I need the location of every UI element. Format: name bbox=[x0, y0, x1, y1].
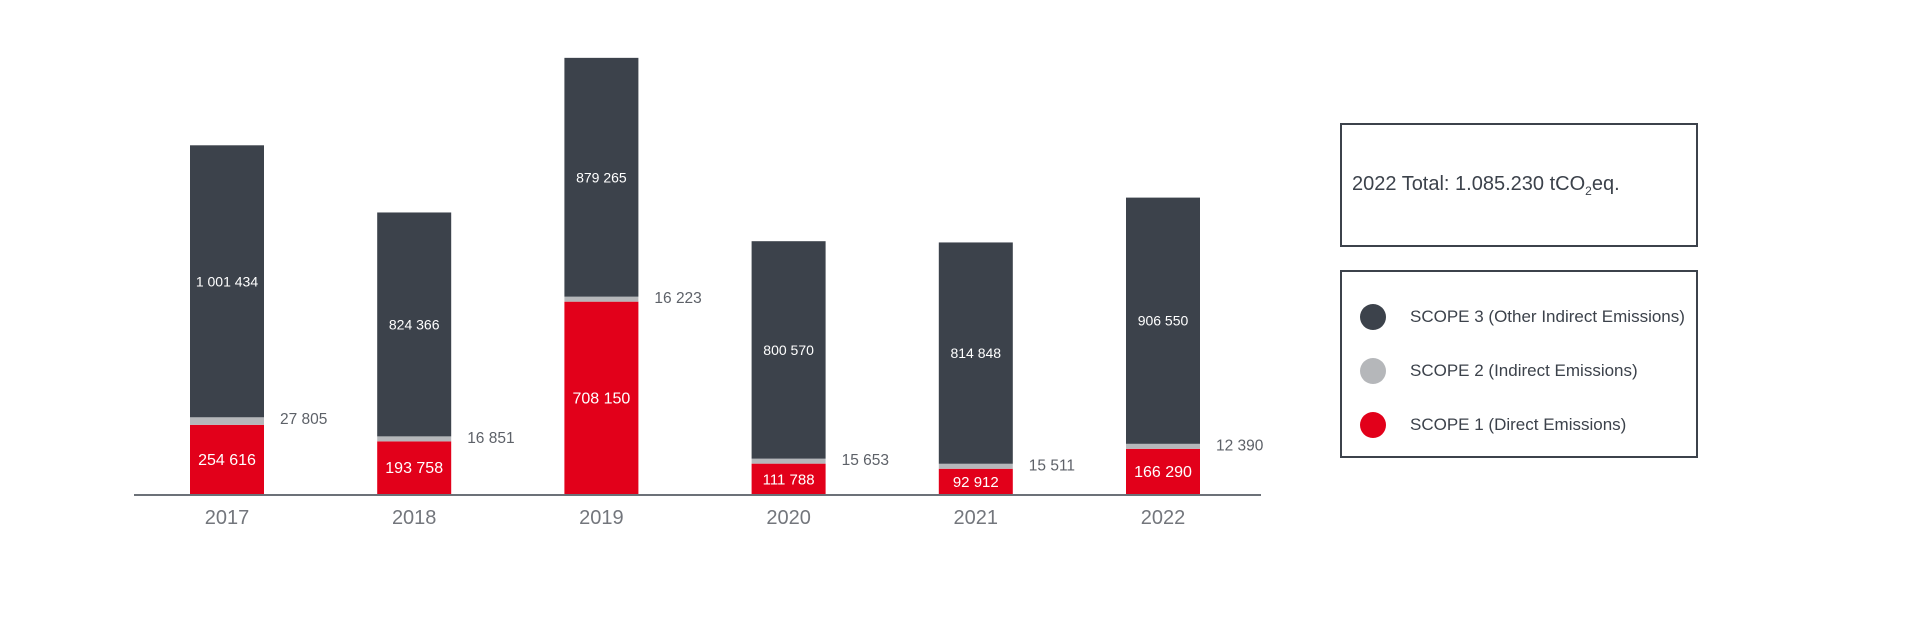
labels-layer: 254 616 1 001 434 27 805 2017 193 758 824 366… bbox=[196, 169, 1264, 529]
legend-item-scope-1: SCOPE 1 (Direct Emissions) bbox=[1360, 398, 1696, 452]
data-label-scope-1-2020: 111 788 bbox=[763, 471, 815, 488]
legend-swatch-scope-1 bbox=[1360, 412, 1386, 438]
x-tick-label-2017: 2017 bbox=[205, 507, 250, 529]
legend-swatch-scope-3 bbox=[1360, 304, 1386, 330]
total-annotation-suffix: eq. bbox=[1591, 172, 1620, 195]
data-label-scope-2-2021: 15 511 bbox=[1029, 457, 1075, 474]
data-label-scope-3-2017: 1 001 434 bbox=[196, 273, 258, 289]
bar-scope-1-2020 bbox=[751, 463, 826, 494]
bar-scope-2-2022 bbox=[1126, 443, 1200, 449]
bars-layer bbox=[190, 57, 1200, 494]
x-tick-label-2022: 2022 bbox=[1141, 507, 1186, 529]
x-tick-label-2019: 2019 bbox=[579, 507, 624, 529]
bar-scope-1-2022 bbox=[1126, 448, 1200, 494]
bar-scope-2-2017 bbox=[190, 417, 264, 425]
bar-scope-3-2021 bbox=[938, 242, 1013, 464]
total-annotation-text: 2022 Total: 1.085.230 tCO2eq. bbox=[1352, 173, 1620, 198]
legend-item-scope-3: SCOPE 3 (Other Indirect Emissions) bbox=[1360, 290, 1696, 344]
bar-scope-3-2017 bbox=[190, 145, 264, 418]
bar-scope-1-2019 bbox=[564, 301, 639, 494]
x-tick-label-2020: 2020 bbox=[766, 507, 811, 529]
bar-scope-2-2019 bbox=[564, 296, 639, 302]
legend: SCOPE 3 (Other Indirect Emissions) SCOPE… bbox=[1340, 270, 1698, 458]
total-annotation-box: 2022 Total: 1.085.230 tCO2eq. bbox=[1340, 123, 1698, 247]
bar-scope-3-2018 bbox=[377, 212, 452, 437]
data-label-scope-1-2019: 708 150 bbox=[572, 390, 630, 407]
bar-scope-1-2021 bbox=[938, 468, 1013, 494]
bar-scope-3-2020 bbox=[751, 241, 826, 459]
data-label-scope-1-2021: 92 912 bbox=[953, 474, 999, 491]
bar-scope-3-2022 bbox=[1126, 197, 1200, 444]
total-annotation-prefix: 2022 Total: 1.085.230 tCO bbox=[1352, 172, 1586, 195]
data-label-scope-2-2017: 27 805 bbox=[280, 411, 327, 428]
legend-swatch-scope-2 bbox=[1360, 358, 1386, 384]
total-annotation-subscript: 2 bbox=[1585, 183, 1592, 198]
bar-scope-3-2019 bbox=[564, 57, 639, 297]
data-label-scope-3-2021: 814 848 bbox=[950, 345, 1001, 361]
legend-label-scope-3: SCOPE 3 (Other Indirect Emissions) bbox=[1410, 307, 1685, 326]
data-label-scope-3-2018: 824 366 bbox=[389, 316, 440, 332]
data-label-scope-3-2022: 906 550 bbox=[1138, 313, 1189, 329]
data-label-scope-2-2019: 16 223 bbox=[654, 290, 701, 307]
legend-item-scope-2: SCOPE 2 (Indirect Emissions) bbox=[1360, 344, 1696, 398]
bar-scope-2-2020 bbox=[751, 458, 826, 464]
data-label-scope-2-2018: 16 851 bbox=[467, 430, 514, 447]
data-label-scope-1-2018: 193 758 bbox=[385, 460, 443, 477]
legend-label-scope-1: SCOPE 1 (Direct Emissions) bbox=[1410, 415, 1627, 434]
data-label-scope-1-2022: 166 290 bbox=[1134, 464, 1192, 481]
bar-scope-1-2017 bbox=[190, 424, 264, 494]
bar-scope-2-2018 bbox=[377, 436, 452, 442]
data-label-scope-3-2019: 879 265 bbox=[576, 169, 627, 185]
x-tick-label-2021: 2021 bbox=[954, 507, 999, 529]
bar-scope-2-2021 bbox=[938, 463, 1013, 469]
x-tick-label-2018: 2018 bbox=[392, 507, 437, 529]
data-label-scope-2-2022: 12 390 bbox=[1216, 437, 1264, 454]
legend-label-scope-2: SCOPE 2 (Indirect Emissions) bbox=[1410, 361, 1638, 380]
data-label-scope-3-2020: 800 570 bbox=[763, 342, 814, 358]
data-label-scope-2-2020: 15 653 bbox=[842, 452, 889, 469]
bar-scope-1-2018 bbox=[377, 441, 452, 494]
data-label-scope-1-2017: 254 616 bbox=[198, 452, 256, 469]
